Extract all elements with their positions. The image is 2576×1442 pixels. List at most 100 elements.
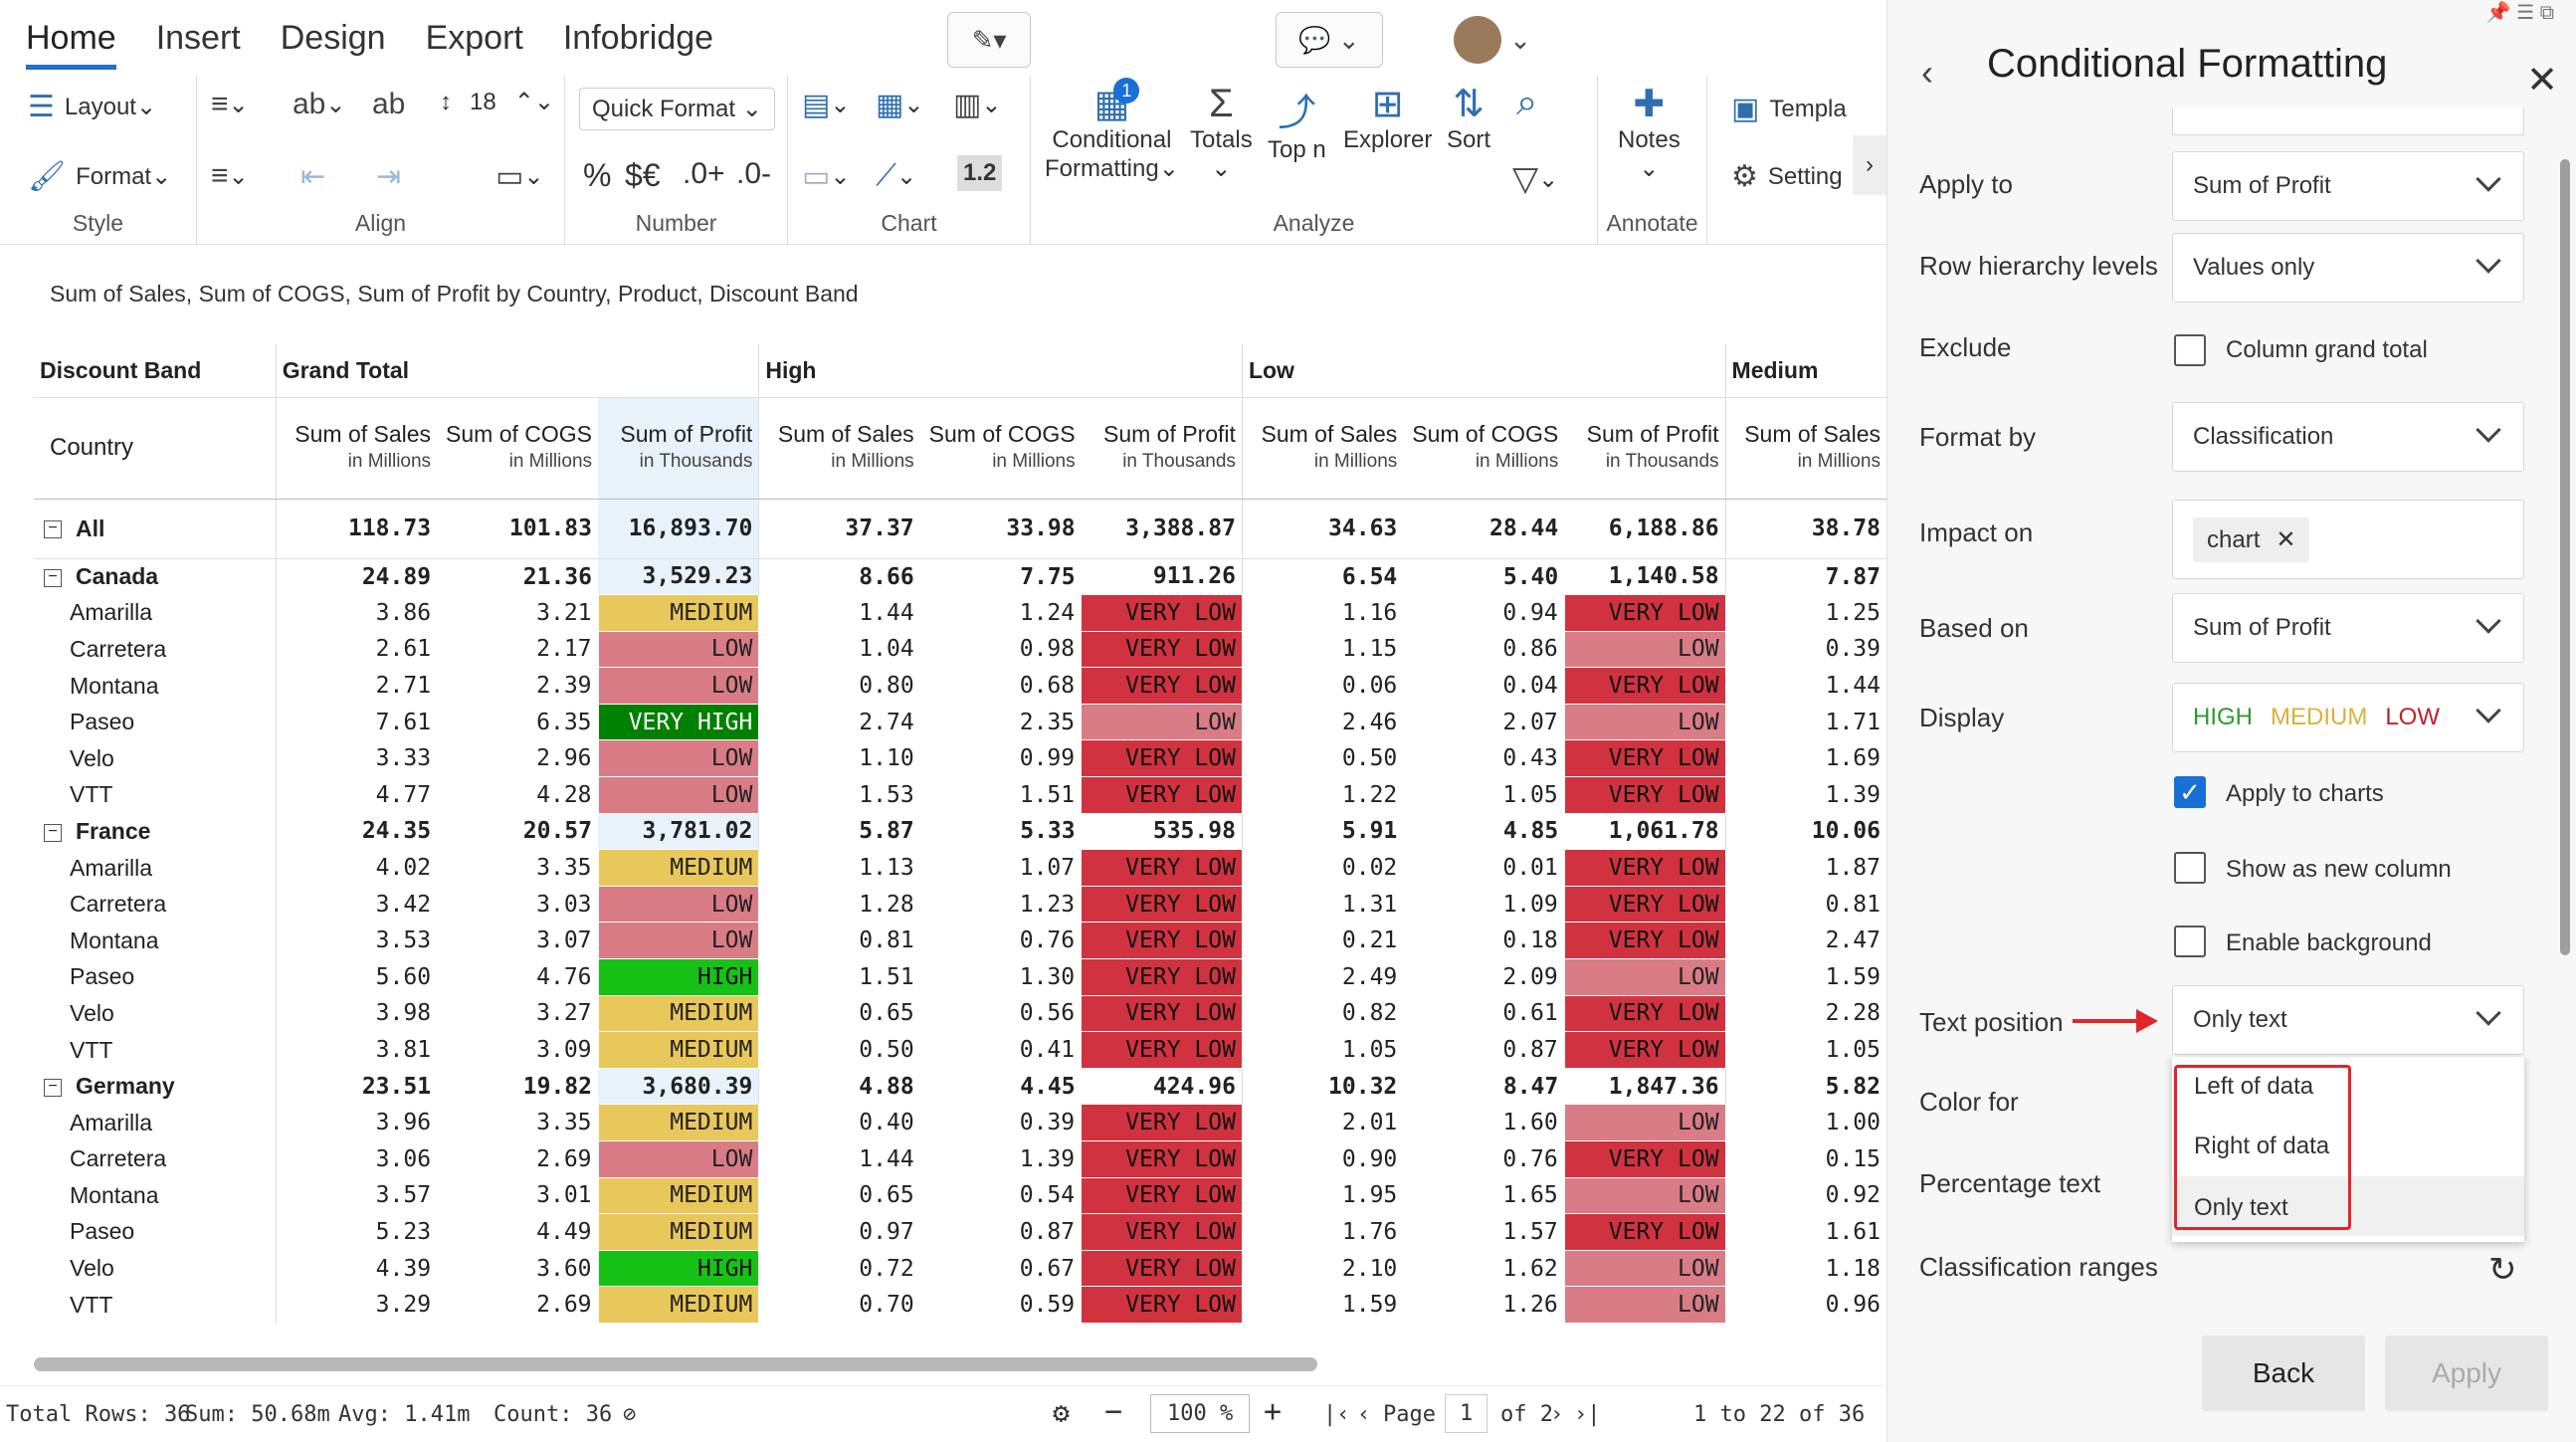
value-cell[interactable]: 1.31 — [1241, 886, 1404, 923]
value-cell[interactable]: 8.47 — [1502, 1073, 1559, 1100]
classification-cell[interactable]: LOW — [1563, 1286, 1726, 1324]
value-cell[interactable]: 1.22 — [1241, 776, 1404, 814]
value-cell[interactable]: 1.24 — [1019, 599, 1076, 626]
classification-cell[interactable]: HIGH — [597, 958, 760, 996]
column-header[interactable]: Sum of Profit in Thousands — [598, 397, 759, 500]
value-cell[interactable]: 1.95 — [1241, 1177, 1404, 1214]
classification-cell[interactable]: LOW — [597, 1140, 760, 1178]
scale-button[interactable]: 1.2 — [957, 155, 1003, 191]
value-cell[interactable]: 0.68 — [1019, 673, 1076, 700]
user-avatar-button[interactable]: ⌄ — [1443, 12, 1542, 68]
chart-series-button[interactable]: ▭ ⌄ — [802, 160, 851, 193]
value-cell[interactable]: 1.05 — [1724, 1031, 1886, 1069]
value-cell[interactable]: 0.94 — [1502, 599, 1558, 626]
value-cell[interactable]: 0.98 — [1019, 636, 1076, 663]
value-cell[interactable]: 1.51 — [1019, 781, 1076, 808]
value-cell[interactable]: 24.35 — [275, 813, 438, 850]
value-cell[interactable]: 5.60 — [275, 958, 438, 996]
classification-cell[interactable]: VERY LOW — [1563, 667, 1726, 705]
value-cell[interactable]: 23.51 — [275, 1068, 438, 1105]
chart-layout-button[interactable]: ▥ ⌄ — [953, 89, 1002, 121]
value-cell[interactable]: 3.81 — [275, 1031, 438, 1069]
value-cell[interactable]: 0.02 — [1241, 849, 1404, 887]
tab-insert[interactable]: Insert — [155, 18, 241, 57]
tab-infobridge[interactable]: Infobridge — [562, 18, 714, 57]
value-cell[interactable]: 2.39 — [536, 673, 592, 700]
value-cell[interactable]: 3.06 — [275, 1140, 438, 1178]
table-row[interactable]: VTT 4.77 4.28 LOW 1.53 1.51 VERY LOW 1.22 1.05 VE… — [34, 776, 1886, 814]
classification-cell[interactable]: MEDIUM — [597, 594, 760, 632]
value-cell[interactable]: 1.00 — [1724, 1104, 1886, 1141]
classification-cell[interactable]: VERY LOW — [1081, 922, 1243, 960]
row-header[interactable]: Velo — [34, 1250, 276, 1287]
value-cell[interactable]: 24.89 — [275, 558, 438, 595]
value-cell[interactable]: 0.04 — [1502, 673, 1558, 700]
format-button[interactable]: 🖌 Format ⌄ — [28, 160, 172, 193]
value-cell[interactable]: 0.82 — [1241, 995, 1404, 1032]
classification-cell[interactable]: MEDIUM — [597, 994, 760, 1033]
bar-chart-button[interactable]: ▤ ⌄ — [802, 89, 851, 121]
value-cell[interactable]: 8.66 — [758, 558, 920, 595]
classification-cell[interactable]: VERY LOW — [1081, 1104, 1243, 1141]
value-cell[interactable]: 0.15 — [1724, 1140, 1886, 1178]
classification-cell[interactable]: VERY LOW — [1081, 630, 1243, 669]
value-cell[interactable]: 1.25 — [1724, 594, 1886, 632]
value-cell[interactable]: 1.44 — [758, 594, 920, 632]
row-header[interactable]: Paseo — [34, 704, 276, 740]
first-page-button[interactable]: |‹ — [1323, 1402, 1350, 1427]
classification-cell[interactable]: LOW — [1563, 1176, 1726, 1215]
value-cell[interactable]: 2.69 — [536, 1145, 592, 1172]
row-header[interactable]: Carretera — [34, 1141, 276, 1178]
table-row[interactable]: − All 118.73 101.83 16,893.70 37.37 33.98 3,388… — [34, 499, 1886, 559]
row-header[interactable]: Montana — [34, 668, 276, 705]
group-header-grand-total[interactable]: Grand Total — [275, 344, 759, 398]
value-cell[interactable]: 0.56 — [1019, 1000, 1076, 1027]
classification-cell[interactable]: MEDIUM — [597, 849, 760, 887]
value-cell[interactable]: 4.28 — [536, 781, 592, 808]
value-cell[interactable]: 4.49 — [536, 1218, 592, 1245]
value-cell[interactable]: 0.90 — [1241, 1140, 1404, 1178]
classification-cell[interactable]: LOW — [597, 922, 760, 960]
classification-cell[interactable]: VERY LOW — [1081, 849, 1243, 887]
value-cell[interactable]: 1.39 — [1019, 1145, 1076, 1172]
column-header[interactable]: Sum of COGS in Millions — [919, 397, 1082, 500]
collapse-icon[interactable]: − — [44, 568, 62, 587]
table-row[interactable]: Paseo 7.61 6.35 VERY HIGH 2.74 2.35 LOW 2.46 2.0… — [34, 703, 1886, 741]
value-cell[interactable]: 3.09 — [536, 1037, 592, 1064]
value-cell[interactable]: 0.99 — [1019, 745, 1076, 772]
tab-home[interactable]: Home — [26, 18, 116, 70]
value-cell[interactable]: 101.83 — [437, 499, 599, 559]
font-size-stepper[interactable]: ↕ 18 ⌃⌄ — [440, 88, 554, 116]
classification-cell[interactable]: VERY LOW — [1081, 1031, 1243, 1069]
totals-button[interactable]: Σ Totals ⌄ — [1190, 82, 1253, 182]
value-cell[interactable]: 7.87 — [1724, 558, 1886, 595]
table-row[interactable]: Paseo 5.23 4.49 MEDIUM 0.97 0.87 VERY LOW 1.76 1… — [34, 1213, 1886, 1251]
value-cell[interactable]: 1.51 — [758, 958, 920, 996]
value-cell[interactable]: 1,847.36 — [1608, 1073, 1719, 1100]
classification-cell[interactable]: LOW — [597, 776, 760, 814]
table-row[interactable]: Montana 3.57 3.01 MEDIUM 0.65 0.54 VERY LOW 1.9… — [34, 1176, 1886, 1215]
value-cell[interactable]: 1.18 — [1724, 1250, 1886, 1287]
classification-cell[interactable]: VERY LOW — [1563, 922, 1726, 960]
value-cell[interactable]: 0.21 — [1241, 922, 1404, 959]
classification-cell[interactable]: VERY LOW — [1563, 1140, 1726, 1178]
value-cell[interactable]: 1.10 — [758, 739, 920, 777]
table-row[interactable]: − Germany 23.51 19.82 3,680.39 4.88 4.45 424.96… — [34, 1068, 1886, 1105]
column-header[interactable]: Sum of Profit in Thousands — [1081, 397, 1243, 500]
classification-cell[interactable]: MEDIUM — [597, 1286, 760, 1324]
value-cell[interactable]: 0.65 — [758, 995, 920, 1032]
page-input[interactable]: 1 — [1445, 1394, 1488, 1433]
value-cell[interactable]: 1.44 — [1724, 667, 1886, 705]
table-row[interactable]: Amarilla 3.86 3.21 MEDIUM 1.44 1.24 VERY LOW 1.… — [34, 594, 1886, 632]
row-header[interactable]: VTT — [34, 1287, 276, 1324]
value-cell[interactable]: 1.30 — [1019, 963, 1076, 990]
group-header-medium[interactable]: Medium — [1724, 344, 1886, 398]
table-row[interactable]: VTT 3.29 2.69 MEDIUM 0.70 0.59 VERY LOW 1.59 1.2… — [34, 1286, 1886, 1324]
value-cell[interactable]: 20.57 — [522, 818, 593, 845]
classification-cell[interactable]: VERY LOW — [1081, 667, 1243, 705]
row-hierarchy-dropdown[interactable]: Values only — [2172, 233, 2524, 303]
collapse-icon[interactable]: − — [44, 1079, 62, 1098]
table-row[interactable]: Carretera 3.42 3.03 LOW 1.28 1.23 VERY LOW 1.31… — [34, 885, 1886, 924]
edit-visual-button[interactable]: ✎▾ — [947, 12, 1031, 68]
value-cell[interactable]: 1.62 — [1502, 1255, 1558, 1282]
